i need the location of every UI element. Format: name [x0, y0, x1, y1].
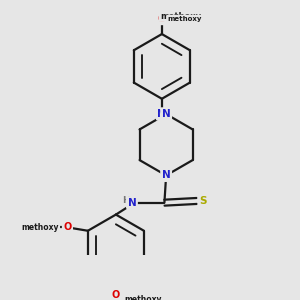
Text: N: N: [162, 170, 170, 180]
Text: N: N: [128, 198, 136, 208]
Text: N: N: [158, 109, 166, 119]
Text: S: S: [199, 196, 206, 206]
Text: methoxy: methoxy: [160, 12, 201, 21]
Text: O: O: [158, 14, 166, 24]
Text: methoxy: methoxy: [168, 16, 202, 22]
Text: methoxy: methoxy: [124, 295, 162, 300]
Text: H: H: [122, 196, 130, 205]
Text: N: N: [162, 109, 170, 119]
Text: O: O: [63, 222, 72, 233]
Text: methoxy: methoxy: [21, 223, 59, 232]
Text: O: O: [112, 290, 120, 300]
